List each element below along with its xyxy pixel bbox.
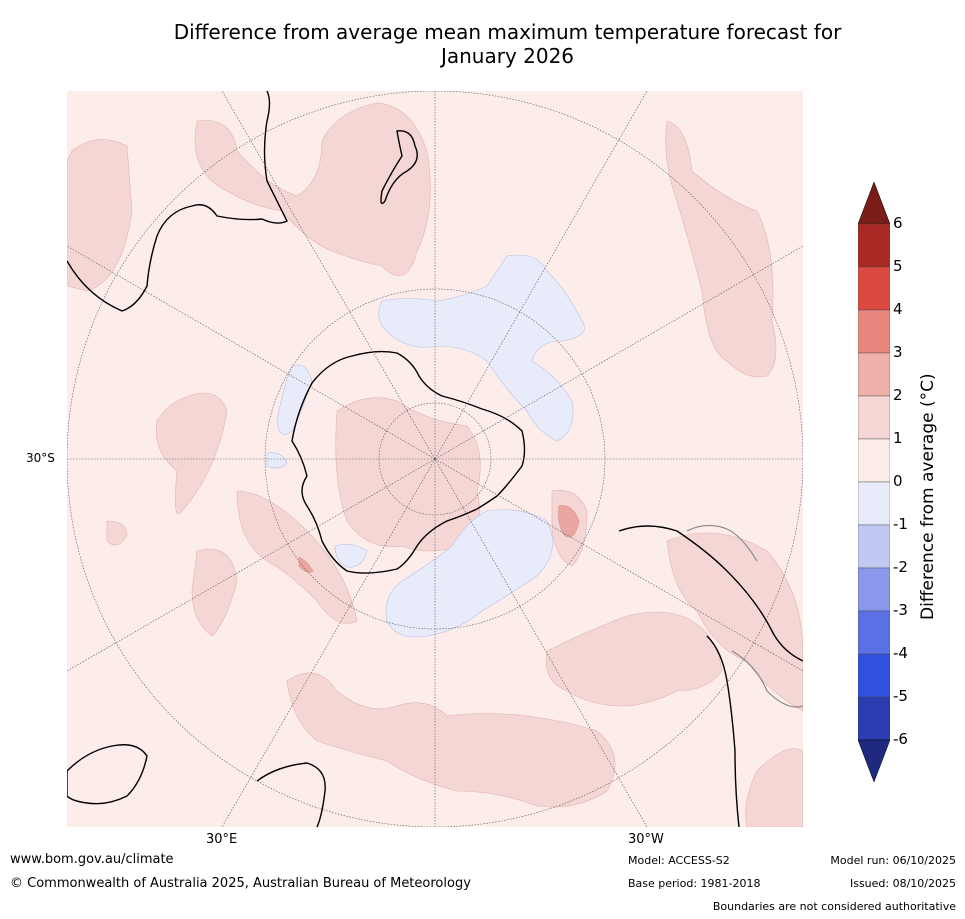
colorbar-cell [858,352,890,397]
title-line-1: Difference from average mean maximum tem… [173,20,842,44]
anomaly-region-warm [236,490,358,624]
anomaly-region-cool [385,509,553,638]
colorbar-cell [858,395,890,440]
meridian-line [434,245,803,460]
colorbar-tick-label: -4 [893,644,908,662]
colorbar-tick-label: 3 [893,343,903,361]
colorbar-tick-label: 4 [893,300,903,318]
colorbar-tick-label: 2 [893,386,903,404]
footer-model: Model: ACCESS-S2 [628,854,730,867]
chart-title: Difference from average mean maximum tem… [100,20,915,68]
anomaly-region-warm [745,748,803,827]
anomaly-region-warm [194,102,431,276]
anomaly-region-hot [558,505,580,538]
footer-issued: Issued: 08/10/2025 [849,877,956,890]
anomaly-region-warm [666,532,803,712]
longitude-label-30w: 30°W [628,832,664,847]
footer-disclaimer: Boundaries are not considered authoritat… [712,900,956,913]
colorbar-cell [858,610,890,655]
antarctica-coastline [291,350,526,574]
new-zealand-coastline [380,130,418,205]
meridian-line [221,91,436,460]
colorbar [858,182,890,782]
colorbar-tick-label: -3 [893,601,908,619]
anomaly-region-warm [545,611,723,707]
footer-copyright: © Commonwealth of Australia 2025, Austra… [10,876,471,891]
colorbar-tick-label: -2 [893,558,908,576]
footer-model-run: Model run: 06/10/2025 [830,854,956,867]
south-america-coastline [618,525,803,662]
australia-coastline [67,91,288,312]
anomaly-region-warm [106,520,128,546]
colorbar-cell [858,481,890,526]
colorbar-cell [858,309,890,354]
colorbar-tick-label: 6 [893,214,903,232]
colorbar-extend-min [858,739,890,782]
anomaly-region-warm [286,672,616,808]
africa-coastline [67,744,148,805]
meridian-line [221,458,436,827]
anomaly-region-cool [334,544,368,568]
colorbar-cell [858,696,890,741]
anomaly-region-warm [665,120,777,378]
anomaly-region-cool [378,254,585,442]
anomaly-region-warm [155,392,228,515]
colorbar-cell [858,266,890,311]
polar-map [67,91,803,827]
colorbar-cell [858,438,890,483]
colorbar-cell [858,223,890,268]
footer-base-period: Base period: 1981-2018 [628,877,761,890]
colorbar-title: Difference from average (°C) [918,373,938,620]
south-america-coast-west [706,635,740,827]
colorbar-cell [858,567,890,612]
colorbar-cell [858,524,890,569]
longitude-label-30e: 30°E [206,832,238,847]
anomaly-region-cool [276,364,313,435]
meridian-line [67,245,436,460]
colorbar-tick-label: -5 [893,687,908,705]
colorbar-tick-label: 1 [893,429,903,447]
anomaly-region-hot [298,556,314,573]
colorbar-tick-label: 5 [893,257,903,275]
country-border [731,650,803,708]
colorbar-cell [858,653,890,698]
anomaly-region-cool [266,452,288,469]
title-line-2: January 2026 [440,44,575,68]
colorbar-tick-label: -6 [893,730,908,748]
footer-website: www.bom.gov.au/climate [10,852,174,867]
colorbar-tick-label: 0 [893,472,903,490]
latitude-label-30s: 30°S [26,451,55,465]
colorbar-tick-label: -1 [893,515,908,533]
colorbar-extend-max [858,182,890,225]
country-border [686,524,758,562]
anomaly-region-warm [191,548,238,637]
madagascar-coastline [256,762,326,827]
